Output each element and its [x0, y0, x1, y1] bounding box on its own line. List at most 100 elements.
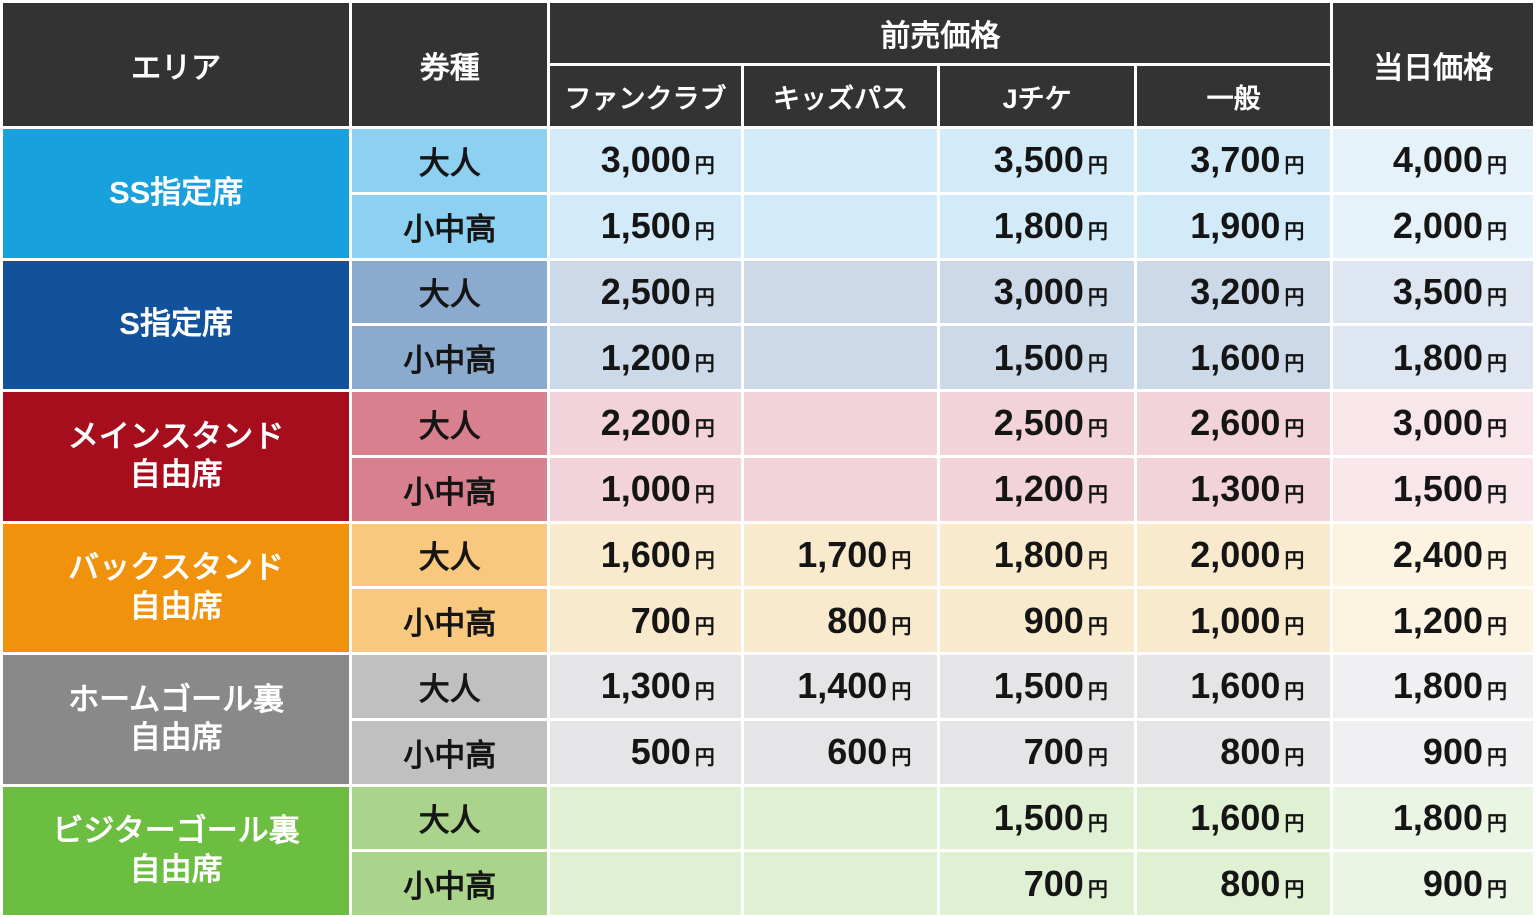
price-value: 700	[1023, 731, 1084, 773]
area-label-main-stand: メインスタンド 自由席	[3, 392, 350, 521]
price-value: 1,000	[1190, 599, 1281, 641]
price-cell-general: 2,600 円	[1136, 392, 1331, 455]
ticket-type-cell: 小中高	[352, 194, 548, 258]
header-channel-jticket: Jチケ	[940, 66, 1134, 126]
ticket-type-cell: 小中高	[352, 852, 548, 915]
ticket-type-cell: 大人	[352, 786, 548, 850]
yen-suffix: 円	[1284, 878, 1305, 901]
price-value: 800	[1220, 862, 1281, 904]
price-value: 1,600	[600, 533, 691, 575]
price-cell-kidspass: 800 円	[743, 589, 938, 652]
yen-suffix: 円	[1284, 418, 1305, 441]
header-area: エリア	[3, 3, 350, 126]
price-cell-fanclub: 2,200 円	[550, 392, 741, 455]
price-cell-general: 3,700 円	[1136, 129, 1331, 192]
yen-suffix: 円	[694, 352, 715, 375]
yen-suffix: 円	[1087, 878, 1108, 901]
ticket-type-cell: 小中高	[352, 326, 548, 389]
area-name-line2: 自由席	[129, 588, 223, 624]
price-cell-general: 2,000 円	[1136, 523, 1331, 587]
price-value: 500	[630, 731, 691, 773]
price-cell-kidspass: 円	[743, 194, 938, 258]
price-cell-fanclub: 1,000 円	[550, 457, 741, 521]
yen-suffix: 円	[694, 681, 715, 704]
yen-suffix: 円	[694, 747, 715, 770]
yen-suffix: 円	[694, 549, 715, 572]
area-name-line2: 自由席	[129, 851, 223, 887]
yen-suffix: 円	[1284, 812, 1305, 835]
ticket-type-cell: 大人	[352, 129, 548, 192]
price-value: 3,500	[993, 139, 1084, 181]
price-value: 600	[827, 731, 888, 773]
price-cell-sameday: 1,200 円	[1333, 589, 1533, 652]
price-cell-jticket: 1,800 円	[940, 194, 1134, 258]
header-channel-kidspass: キッズパス	[743, 66, 938, 126]
price-value: 1,500	[993, 796, 1084, 838]
price-value: 1,300	[1190, 468, 1281, 510]
price-value: 1,500	[993, 665, 1084, 707]
price-cell-jticket: 3,000 円	[940, 260, 1134, 324]
yen-suffix: 円	[1487, 549, 1507, 572]
yen-suffix: 円	[1284, 352, 1305, 375]
price-value: 800	[1220, 731, 1281, 773]
area-name-line1: バックスタンド	[68, 550, 285, 585]
yen-suffix: 円	[694, 418, 715, 441]
price-cell-sameday: 3,000 円	[1333, 392, 1533, 455]
price-cell-fanclub: 1,200 円	[550, 326, 741, 389]
price-cell-fanclub: 円	[550, 852, 741, 915]
yen-suffix: 円	[694, 615, 715, 638]
yen-suffix: 円	[694, 286, 715, 309]
yen-suffix: 円	[1487, 286, 1507, 309]
yen-suffix: 円	[694, 484, 715, 507]
price-cell-jticket: 700 円	[940, 852, 1134, 915]
price-cell-general: 800 円	[1136, 852, 1331, 915]
area-name-line1: SS指定席	[108, 174, 244, 210]
yen-suffix: 円	[1087, 418, 1108, 441]
yen-suffix: 円	[1284, 221, 1305, 244]
price-cell-kidspass: 1,700 円	[743, 523, 938, 587]
price-cell-sameday: 4,000 円	[1333, 129, 1533, 192]
yen-suffix: 円	[1487, 681, 1507, 704]
price-value: 3,500	[1392, 270, 1483, 312]
area-name-line2: 自由席	[129, 720, 223, 756]
yen-suffix: 円	[1284, 286, 1305, 309]
yen-suffix: 円	[1087, 484, 1108, 507]
price-value: 1,600	[1190, 665, 1281, 707]
yen-suffix: 円	[1087, 681, 1108, 704]
price-value: 1,700	[797, 533, 888, 575]
price-value: 1,200	[993, 468, 1084, 510]
price-cell-fanclub: 500 円	[550, 720, 741, 784]
yen-suffix: 円	[1487, 747, 1507, 770]
yen-suffix: 円	[1284, 549, 1305, 572]
price-cell-jticket: 1,500 円	[940, 655, 1134, 718]
area-label-visitor-goal: ビジターゴール裏 自由席	[3, 786, 350, 915]
yen-suffix: 円	[1487, 812, 1507, 835]
area-name-line1: ビジターゴール裏	[52, 813, 300, 848]
yen-suffix: 円	[891, 549, 912, 572]
header-advance-price: 前売価格	[550, 3, 1331, 63]
price-cell-fanclub: 1,600 円	[550, 523, 741, 587]
yen-suffix: 円	[891, 681, 912, 704]
price-value: 3,000	[993, 270, 1084, 312]
table-row: 小中高 700 円 800 円 900 円 1,000 円 1,200 円	[3, 589, 1533, 652]
area-name-line1: S指定席	[119, 306, 233, 342]
price-cell-jticket: 2,500 円	[940, 392, 1134, 455]
price-value: 4,000	[1392, 139, 1483, 181]
ticket-type-cell: 大人	[352, 392, 548, 455]
price-cell-fanclub: 3,000 円	[550, 129, 741, 192]
price-value: 1,200	[1392, 599, 1483, 641]
price-cell-general: 1,900 円	[1136, 194, 1331, 258]
ticket-type-cell: 小中高	[352, 720, 548, 784]
price-cell-fanclub: 円	[550, 786, 741, 850]
price-value: 3,000	[600, 139, 691, 181]
price-value: 3,700	[1190, 139, 1281, 181]
price-value: 1,900	[1190, 205, 1281, 247]
price-value: 1,500	[1392, 468, 1483, 510]
price-value: 900	[1023, 599, 1084, 641]
price-cell-sameday: 3,500 円	[1333, 260, 1533, 324]
